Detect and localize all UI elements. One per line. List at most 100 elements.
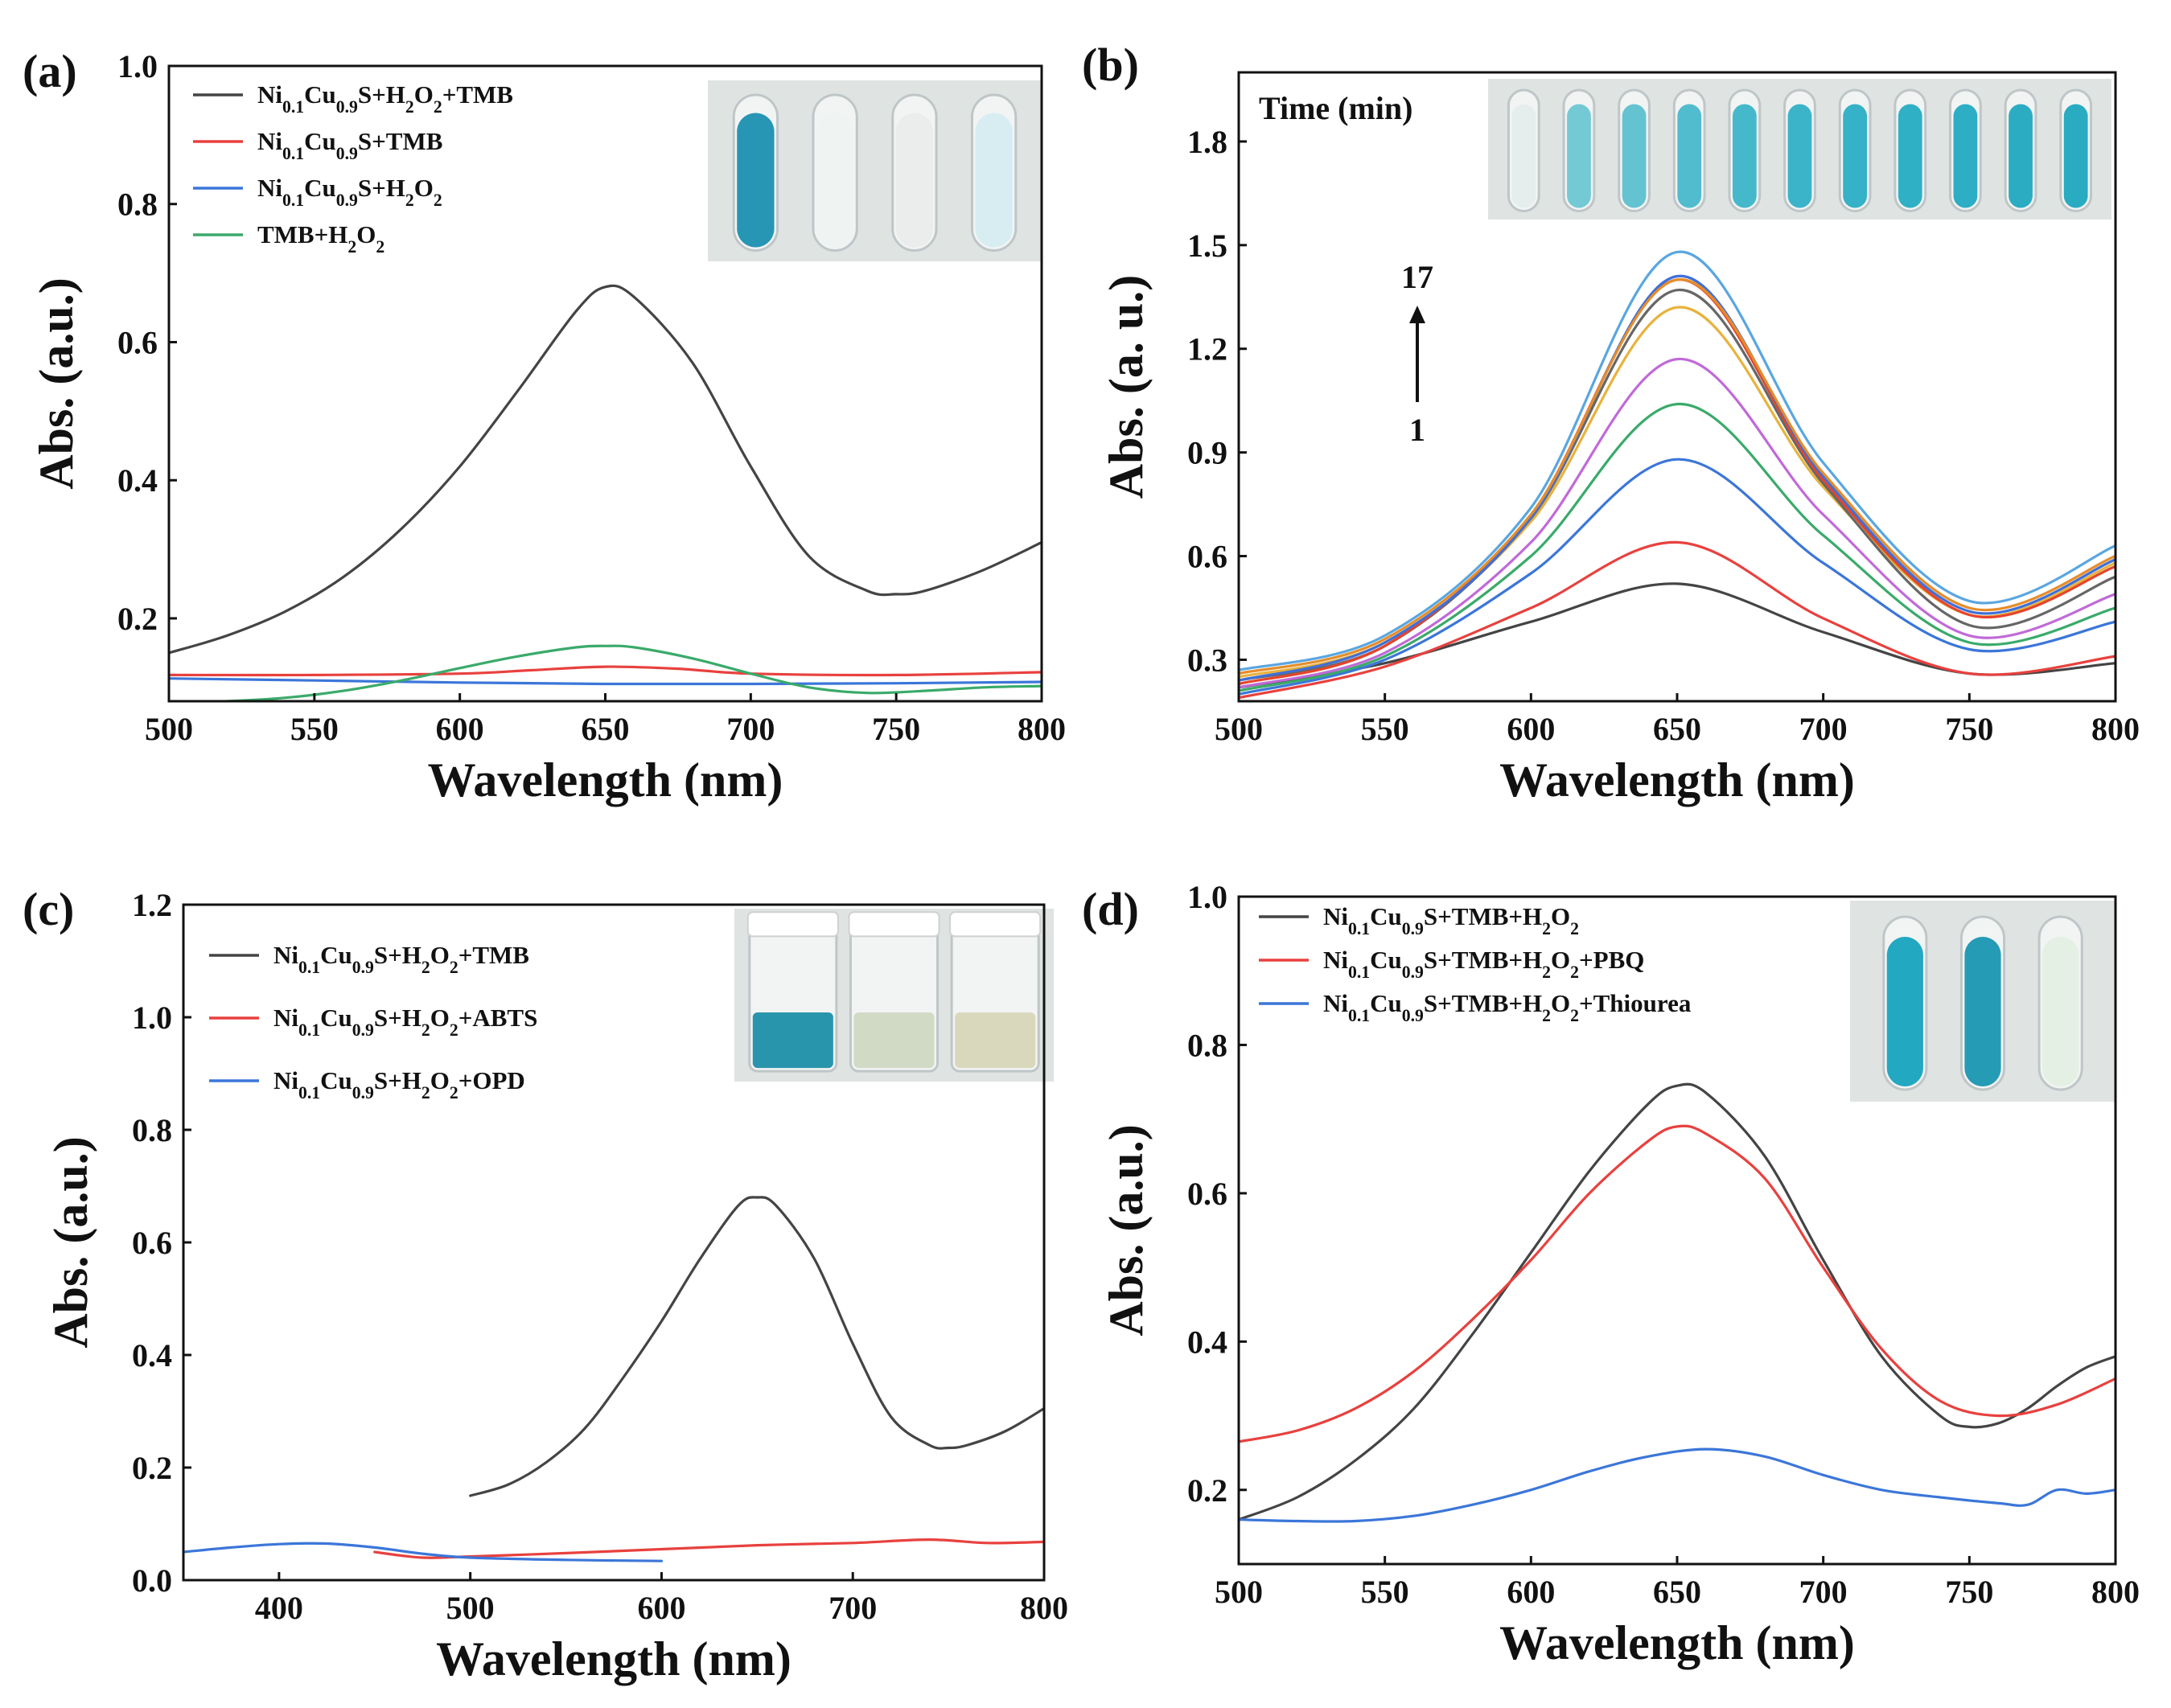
y-tick-label: 0.3 [1187, 642, 1227, 678]
inset-vial-cap [848, 911, 940, 938]
y-tick-label: 1.5 [1187, 228, 1227, 264]
y-tick-label: 0.6 [132, 1225, 172, 1261]
x-tick-label: 500 [1215, 1574, 1263, 1610]
inset-liquid [1567, 104, 1591, 208]
x-tick-label: 400 [255, 1590, 303, 1626]
x-tick-label: 500 [1215, 711, 1263, 747]
y-tick-label: 0.4 [132, 1337, 172, 1373]
y-tick-label: 0.6 [1187, 539, 1227, 575]
series-line-2 [373, 1538, 1044, 1559]
series-line-3 [1239, 458, 2115, 696]
series-group [1239, 250, 2115, 700]
y-tick-label: 0.8 [132, 1112, 172, 1148]
inset-liquid [737, 113, 775, 248]
x-tick-label: 550 [1361, 1574, 1409, 1610]
inset-liquid [975, 113, 1013, 248]
y-tick-label: 0.8 [1187, 1027, 1227, 1063]
x-tick-label: 600 [1507, 1574, 1555, 1610]
series-line-9 [1239, 274, 2115, 682]
y-tick-label: 1.0 [1187, 879, 1227, 915]
panel-b: Time (min) 500 550 600 650 700 750 800 0.3 0.6 0.9… [1082, 39, 2140, 807]
legend-entry: Ni0.1Cu0.9S+TMB+H2O2+PBQ [1323, 946, 1644, 982]
y-axis-label: Abs. (a. u.) [1100, 275, 1153, 499]
inset-liquid [2063, 104, 2088, 208]
arrow-bottom-label: 1 [1409, 412, 1425, 448]
legend-entry: Ni0.1Cu0.9S+TMB [257, 127, 442, 163]
inset-photo [1488, 79, 2111, 220]
y-tick-label: 1.8 [1187, 124, 1227, 160]
inset-liquid [2042, 937, 2079, 1086]
series-line-3 [1239, 1447, 2115, 1523]
series-line-2 [1239, 540, 2115, 700]
inset-photo [1850, 901, 2115, 1102]
y-tick-label: 0.6 [1187, 1176, 1227, 1212]
series-line-8 [1239, 278, 2115, 686]
y-axis-label: Abs. (a.u.) [44, 1136, 97, 1348]
y-tick-label: 0.4 [1187, 1324, 1227, 1360]
x-tick-label: 750 [872, 711, 920, 747]
y-tick-label: 0.2 [132, 1450, 172, 1486]
x-tick-label: 700 [1799, 711, 1848, 747]
arrow-head-icon [1409, 306, 1425, 323]
series-line-6 [1239, 306, 2115, 679]
legend-entry: Ni0.1Cu0.9S+H2O2+ABTS [273, 1004, 537, 1040]
inset-liquid [1732, 104, 1757, 208]
panel-c: 400 500 600 700 800 0.0 0.2 0.4 0.6 0.8 1.0 1.2 Wave… [23, 883, 1068, 1685]
inset-liquid [2009, 104, 2033, 208]
x-tick-label: 700 [1799, 1574, 1848, 1610]
legend: Ni0.1Cu0.9S+TMB+H2O2 Ni0.1Cu0.9S+TMB+H2O2… [1259, 902, 1692, 1025]
inset-time-label: Time (min) [1259, 90, 1412, 126]
inset-liquid [895, 113, 934, 248]
y-tick-label: 1.0 [117, 48, 158, 84]
x-tick-label: 750 [1945, 1574, 1993, 1610]
legend: Ni0.1Cu0.9S+H2O2+TMB Ni0.1Cu0.9S+TMB Ni0.1… [193, 80, 513, 257]
panel-label: (d) [1082, 883, 1139, 935]
series-line-2 [169, 665, 1042, 677]
series-group [183, 1196, 1044, 1562]
x-tick-label: 600 [436, 711, 484, 747]
panel-label: (b) [1082, 39, 1139, 91]
panel-d: 500 550 600 650 700 750 800 0.2 0.4 0.6 0.8 1.0 Wave… [1082, 879, 2140, 1669]
series-line-1 [169, 284, 1042, 655]
series-line-3 [183, 1542, 663, 1562]
series-group [1239, 1082, 2115, 1523]
y-tick-label: 0.9 [1187, 435, 1227, 471]
series-line-10 [1239, 278, 2115, 675]
inset-photo [734, 909, 1054, 1082]
legend-entry: Ni0.1Cu0.9S+H2O2+TMB [257, 80, 513, 117]
x-tick-label: 750 [1945, 711, 1993, 747]
x-tick-label: 600 [637, 1590, 685, 1626]
series-line-2 [1239, 1124, 2115, 1443]
legend-entry: Ni0.1Cu0.9S+TMB+H2O2 [1323, 902, 1579, 938]
x-tick-label: 550 [290, 711, 339, 747]
y-tick-label: 0.8 [117, 187, 158, 223]
x-tick-label: 800 [2091, 1574, 2140, 1610]
inset-liquid [1622, 104, 1647, 208]
x-axis-label: Wavelength (nm) [428, 753, 783, 807]
inset-liquid [853, 1012, 935, 1069]
x-axis-label: Wavelength (nm) [1499, 1616, 1855, 1669]
x-tick-label: 650 [1653, 1574, 1701, 1610]
x-tick-label: 550 [1361, 711, 1409, 747]
panel-label: (a) [23, 45, 77, 97]
series-line-1 [469, 1196, 1044, 1497]
series-line-4 [172, 644, 1042, 701]
x-tick-label: 800 [1018, 711, 1066, 747]
x-tick-label: 500 [145, 711, 193, 747]
inset-liquid [1511, 104, 1536, 208]
x-tick-label: 800 [2091, 711, 2140, 747]
y-tick-label: 0.0 [132, 1562, 172, 1599]
y-tick-label: 1.0 [132, 1000, 172, 1036]
inset-liquid [752, 1012, 833, 1069]
inset-liquid [1787, 104, 1812, 208]
inset-liquid [1677, 104, 1702, 208]
arrow-top-label: 17 [1401, 259, 1433, 295]
y-tick-label: 0.2 [1187, 1472, 1227, 1509]
y-tick-label: 1.2 [1187, 331, 1227, 367]
series-line-5 [1239, 357, 2115, 689]
series-line-11 [1239, 250, 2115, 671]
legend-entry: Ni0.1Cu0.9S+H2O2 [257, 174, 442, 210]
x-tick-label: 650 [1653, 711, 1701, 747]
inset-liquid [1953, 104, 1978, 208]
